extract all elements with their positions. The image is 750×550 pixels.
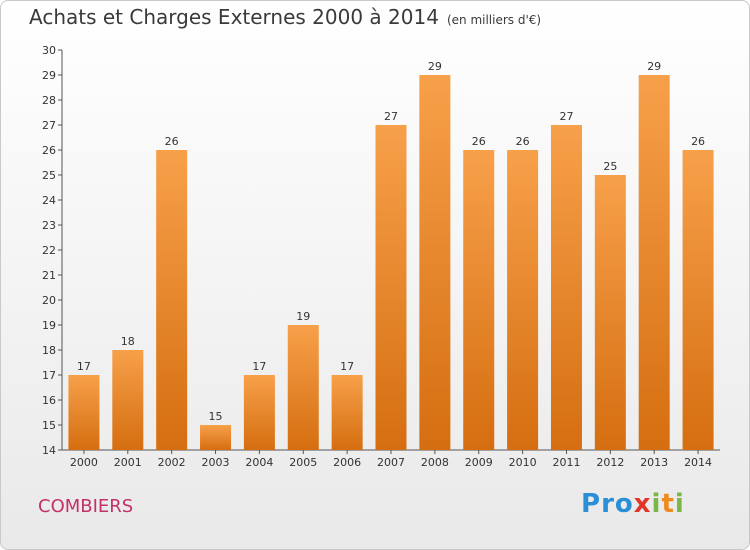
y-tick-label: 27 <box>42 119 56 132</box>
bar <box>287 325 319 450</box>
y-tick-label: 23 <box>42 219 56 232</box>
bar <box>594 175 626 450</box>
y-tick-label: 20 <box>42 294 56 307</box>
data-label: 15 <box>209 410 223 423</box>
logo-letter: o <box>614 489 634 519</box>
data-label: 27 <box>384 110 398 123</box>
x-tick-label: 2004 <box>245 456 273 469</box>
y-tick-label: 30 <box>42 44 56 57</box>
y-tick-label: 29 <box>42 69 56 82</box>
logo-letter: x <box>633 489 652 519</box>
data-label: 26 <box>691 135 705 148</box>
bar <box>550 125 582 450</box>
y-tick-label: 28 <box>42 94 56 107</box>
data-label: 26 <box>472 135 486 148</box>
x-tick-label: 2002 <box>158 456 186 469</box>
bar <box>638 75 670 450</box>
data-label: 29 <box>428 60 442 73</box>
data-label: 25 <box>603 160 617 173</box>
data-label: 26 <box>165 135 179 148</box>
logo-letter: i <box>651 489 662 519</box>
proxiti-logo: Proxiti <box>581 489 685 519</box>
y-tick-label: 19 <box>42 319 56 332</box>
bar <box>375 125 407 450</box>
data-label: 18 <box>121 335 135 348</box>
x-tick-label: 2010 <box>509 456 537 469</box>
bar <box>682 150 714 450</box>
logo-letter: i <box>674 489 685 519</box>
x-tick-label: 2003 <box>202 456 230 469</box>
data-label: 29 <box>647 60 661 73</box>
logo-letter: t <box>661 489 675 519</box>
chart-title: Achats et Charges Externes 2000 à 2014 (e… <box>29 5 542 29</box>
x-tick-label: 2009 <box>465 456 493 469</box>
data-label: 26 <box>516 135 530 148</box>
bar <box>112 350 144 450</box>
y-tick-label: 18 <box>42 344 56 357</box>
bar <box>156 150 188 450</box>
x-tick-label: 2012 <box>596 456 624 469</box>
data-label: 19 <box>296 310 310 323</box>
y-tick-label: 24 <box>42 194 56 207</box>
x-tick-label: 2000 <box>70 456 98 469</box>
x-tick-label: 2005 <box>289 456 317 469</box>
x-tick-label: 2011 <box>552 456 580 469</box>
x-tick-label: 2013 <box>640 456 668 469</box>
data-label: 17 <box>252 360 266 373</box>
logo-letter: r <box>601 489 615 519</box>
y-tick-label: 25 <box>42 169 56 182</box>
bar <box>419 75 451 450</box>
y-tick-label: 16 <box>42 394 56 407</box>
x-tick-label: 2008 <box>421 456 449 469</box>
x-tick-label: 2001 <box>114 456 142 469</box>
y-tick-label: 14 <box>42 444 56 457</box>
y-tick-label: 15 <box>42 419 56 432</box>
y-tick-label: 22 <box>42 244 56 257</box>
data-label: 17 <box>340 360 354 373</box>
x-tick-label: 2007 <box>377 456 405 469</box>
data-label: 17 <box>77 360 91 373</box>
y-tick-label: 17 <box>42 369 56 382</box>
data-label: 27 <box>559 110 573 123</box>
x-tick-label: 2014 <box>684 456 712 469</box>
chart-subtitle: (en milliers d'€) <box>446 13 542 27</box>
bar <box>68 375 100 450</box>
bar <box>243 375 275 450</box>
bar <box>200 425 232 450</box>
x-tick-label: 2006 <box>333 456 361 469</box>
logo-letter: P <box>581 489 602 519</box>
y-tick-label: 26 <box>42 144 56 157</box>
commune-name: COMBIERS <box>38 496 134 517</box>
y-tick-label: 21 <box>42 269 56 282</box>
bar <box>331 375 363 450</box>
bar <box>507 150 539 450</box>
bar <box>463 150 495 450</box>
